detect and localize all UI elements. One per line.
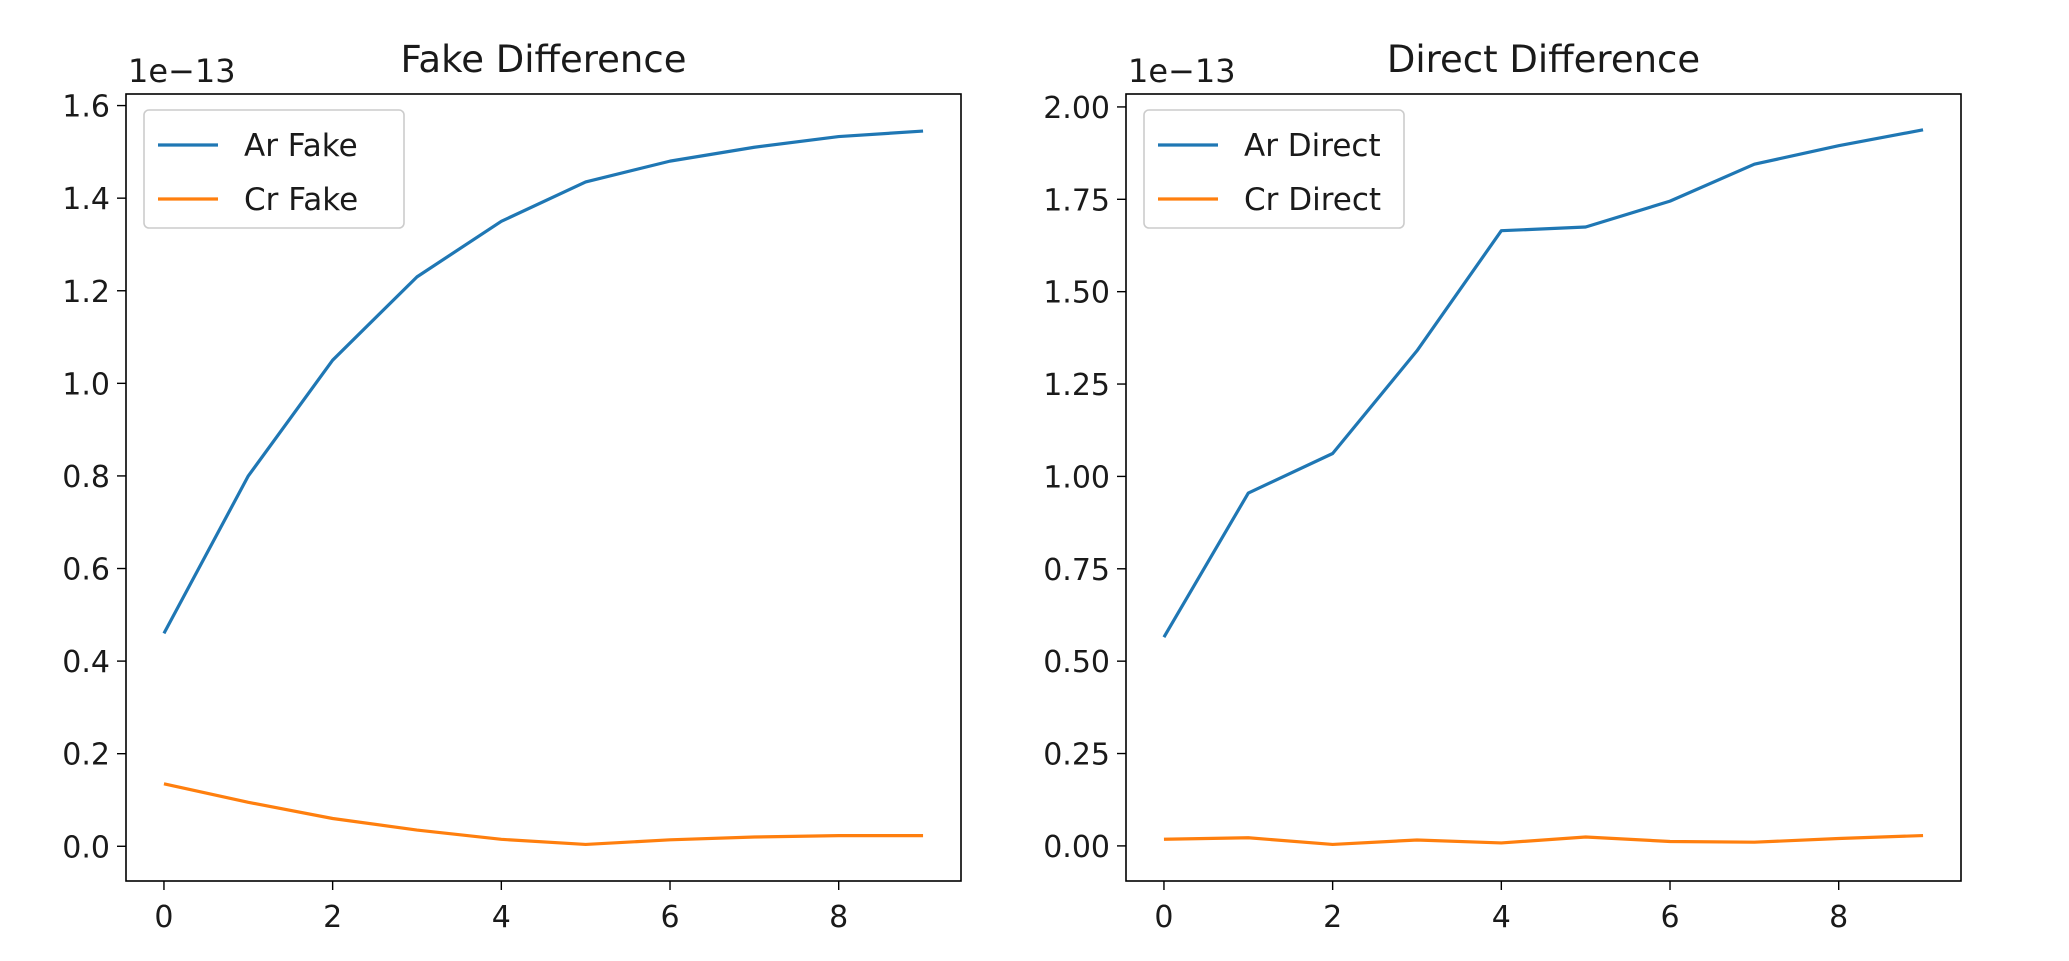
legend-label: Cr Fake [244,182,358,218]
x-tick-label: 8 [1829,900,1848,935]
y-tick-label: 0.8 [62,460,110,495]
x-tick-label: 2 [323,900,342,935]
y-tick-label: 1.50 [1043,276,1110,311]
y-tick-label: 1.75 [1043,183,1110,218]
legend-label: Ar Direct [1244,128,1381,164]
chart-title: Direct Difference [1387,38,1700,81]
x-tick-label: 4 [1492,900,1511,935]
x-tick-label: 0 [154,900,173,935]
y-tick-label: 1.25 [1043,368,1110,403]
axes-frame [125,93,962,882]
y-tick-label: 1.0 [62,367,110,402]
y-tick-label: 1.6 [62,90,110,125]
y-tick-label: 0.6 [62,553,110,588]
y-tick-label: 0.00 [1043,830,1110,865]
axes-frame [1125,93,1962,882]
y-tick-label: 1.4 [62,182,110,217]
x-tick-label: 6 [660,900,679,935]
chart-direct-difference: Direct Difference 1e−13 0 2 4 6 8 0.00 0.25 0.50 0… [1043,38,1962,935]
series-line-cr-fake [163,782,924,847]
y-tick-label: 0.2 [62,738,110,773]
y-tick-label: 0.50 [1043,645,1110,680]
y-tick-label: 1.2 [62,275,110,310]
y-tick-label: 0.25 [1043,738,1110,773]
series-line-ar-fake [162,129,924,635]
y-tick-label: 1.00 [1043,460,1110,495]
legend-label: Ar Fake [244,128,358,164]
x-tick-label: 0 [1154,900,1173,935]
x-tick-label: 2 [1323,900,1342,935]
x-tick-label: 6 [1660,900,1679,935]
x-tick-label: 8 [829,900,848,935]
y-offset-label: 1e−13 [128,52,236,90]
x-tick-label: 4 [492,900,511,935]
y-tick-label: 0.75 [1043,553,1110,588]
series-line-ar-direct [1162,128,1924,638]
y-offset-label: 1e−13 [1128,52,1236,90]
y-tick-label: 0.0 [62,830,110,865]
y-tick-label: 2.00 [1043,91,1110,126]
chart-fake-difference: Fake Difference 1e−13 0 2 4 6 8 0.0 0.2 0.4 0.6 0.8… [62,38,962,935]
y-tick-label: 0.4 [62,645,110,680]
legend-label: Cr Direct [1244,182,1381,218]
chart-title: Fake Difference [401,38,687,81]
series-line-cr-direct [1163,833,1924,847]
